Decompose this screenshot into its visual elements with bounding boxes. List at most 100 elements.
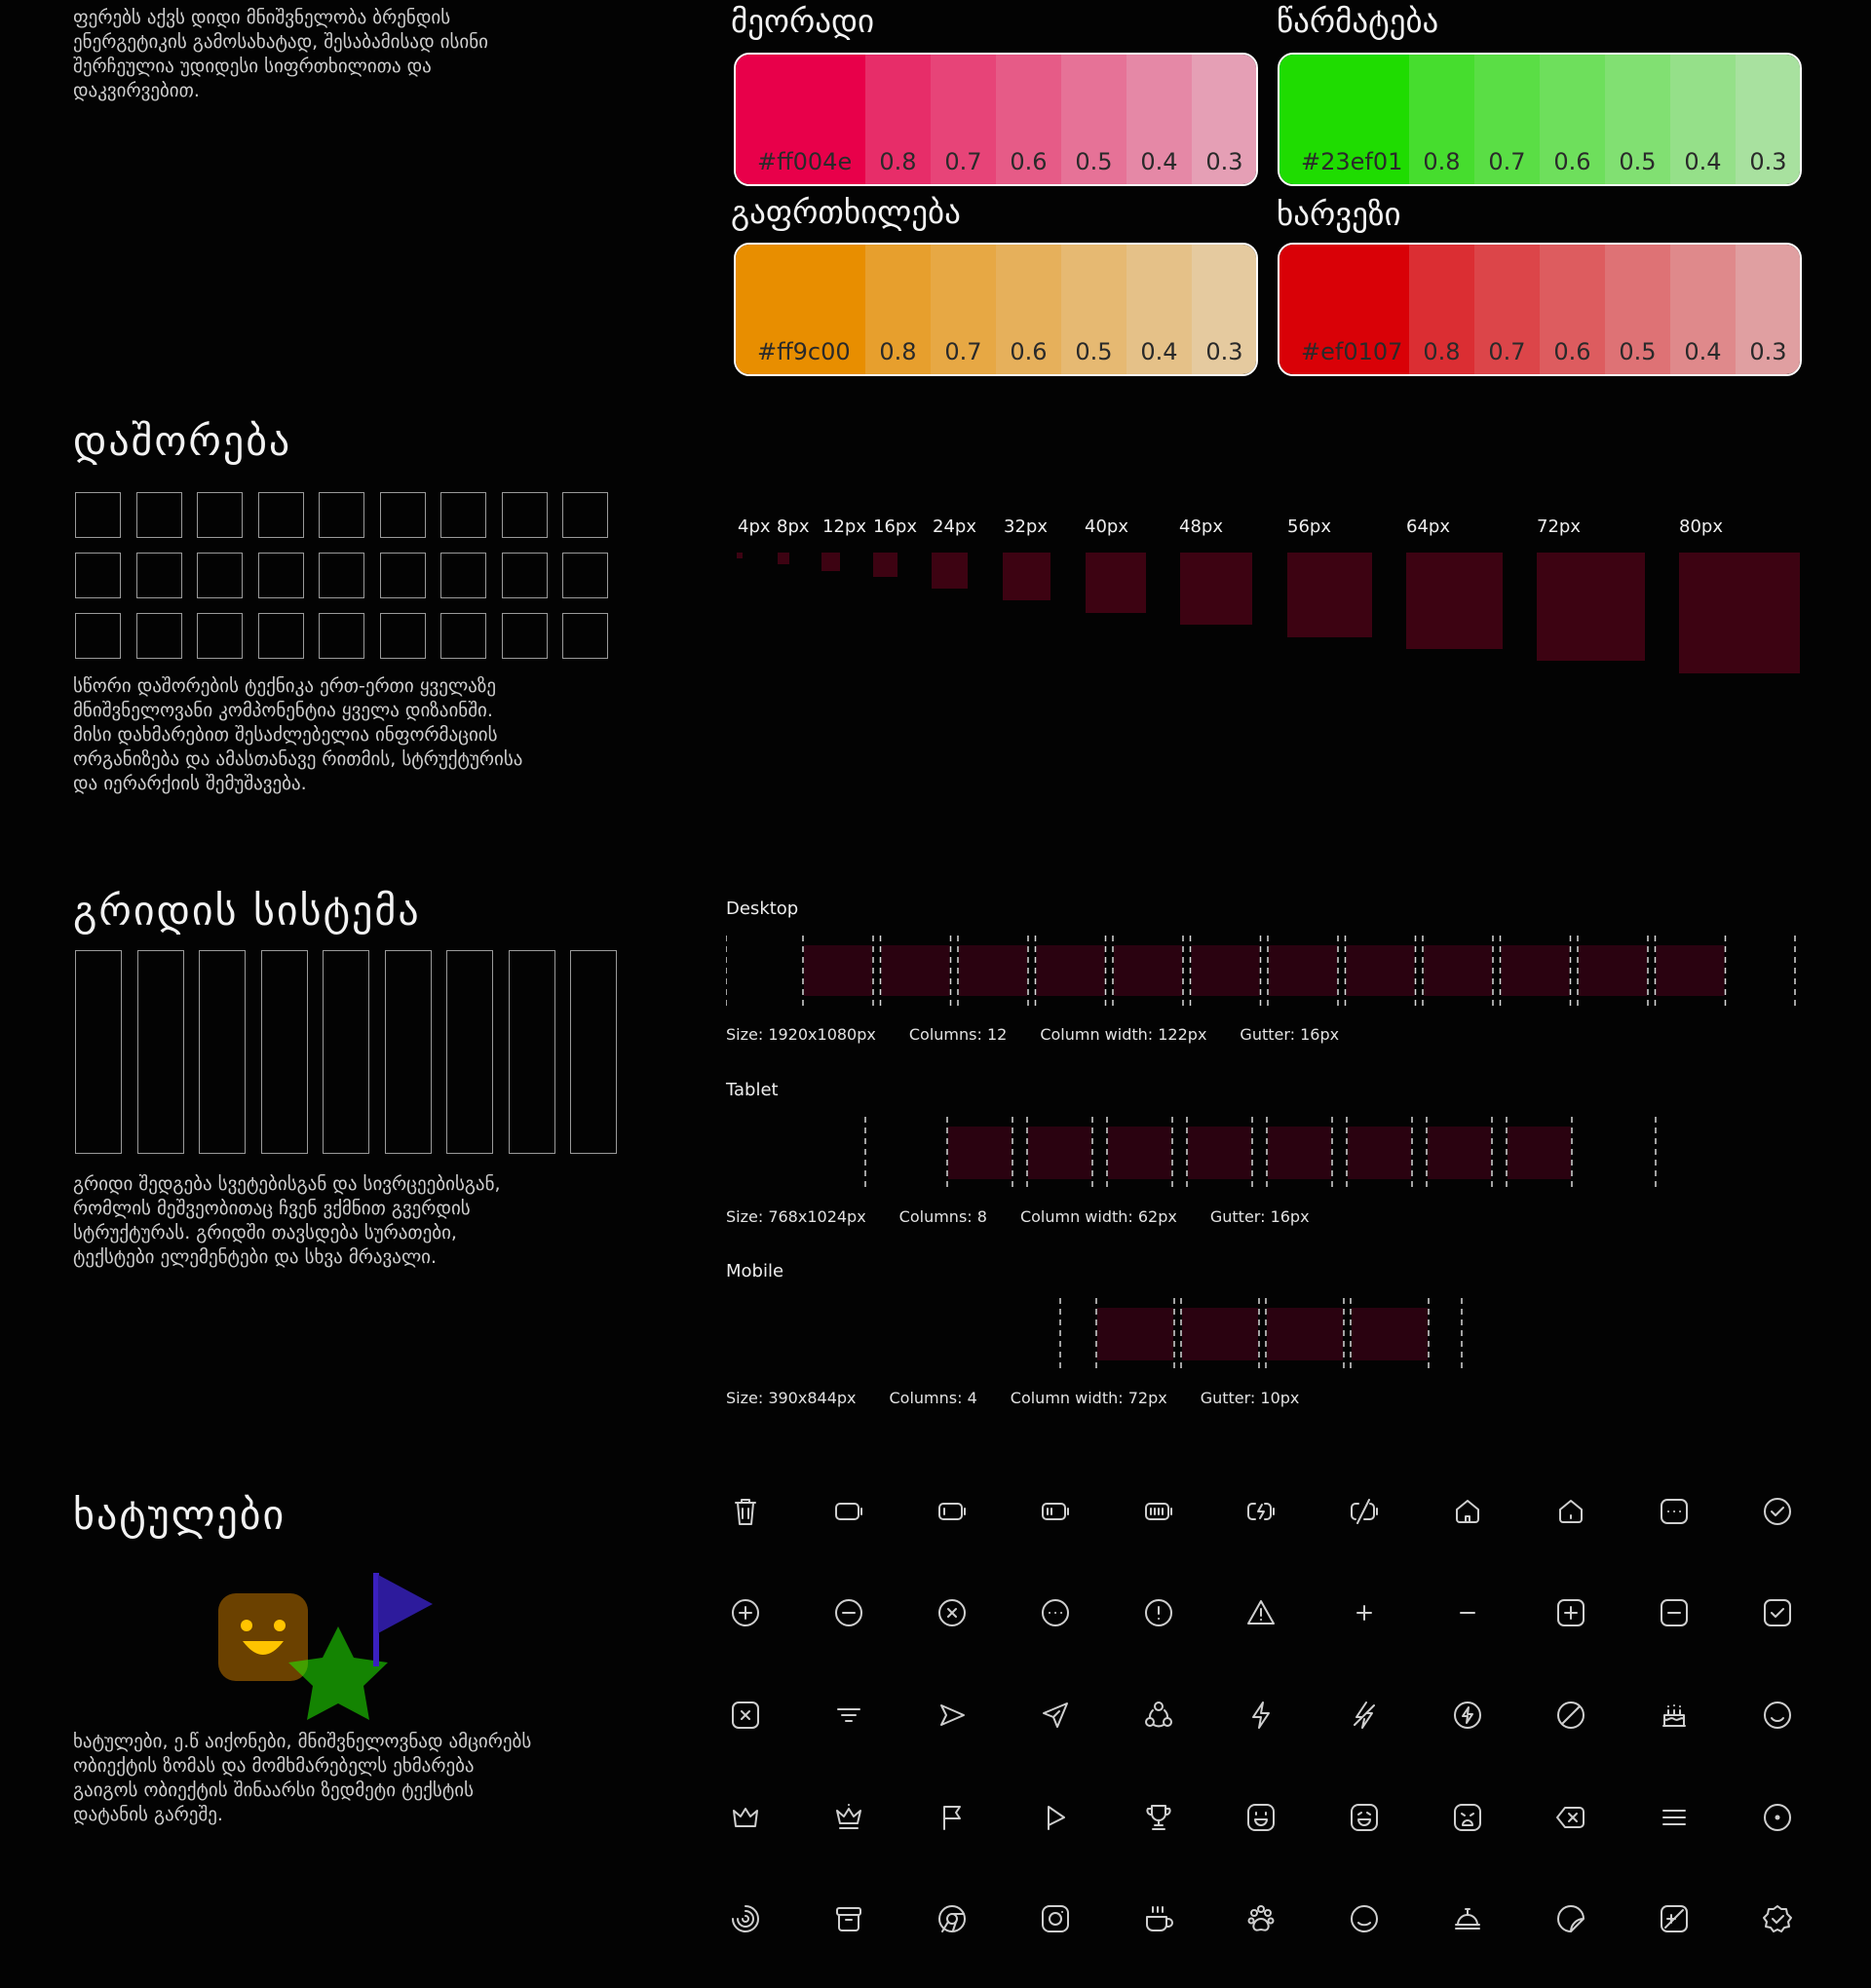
paper-plane-icon <box>1034 1694 1077 1737</box>
battery-full-icon <box>1137 1490 1180 1533</box>
grid-column-cell <box>136 950 184 1154</box>
minus-icon <box>1446 1591 1489 1634</box>
palette-title: ხარვეზი <box>1277 195 1401 233</box>
battery-medium-icon <box>1034 1490 1077 1533</box>
spacing-cell <box>562 492 608 538</box>
grid-column <box>804 945 872 996</box>
bolt-slash-icon <box>1343 1694 1386 1737</box>
grid-column-cell <box>570 950 617 1154</box>
tint-swatch: 0.8 <box>865 245 931 374</box>
swatch-opacity-label: 0.3 <box>1205 338 1243 365</box>
tint-swatch: 0.5 <box>1061 245 1126 374</box>
grid-column-cell <box>508 950 555 1154</box>
swatch-opacity-label: 0.8 <box>879 148 917 175</box>
trash-icon <box>724 1490 767 1533</box>
spacing-box <box>1180 553 1253 626</box>
device-tablet-label: Tablet <box>726 1080 779 1100</box>
desktop-gutter: Gutter: 16px <box>1240 1025 1340 1044</box>
grid-column <box>1191 945 1260 996</box>
spacing-cell <box>440 492 486 538</box>
grid-column <box>948 1127 1012 1179</box>
spacing-cell <box>197 553 243 598</box>
tint-swatch: 0.6 <box>1540 245 1605 374</box>
swatch-opacity-label: 0.7 <box>944 148 982 175</box>
tint-swatch: 0.5 <box>1061 55 1126 184</box>
swatch-opacity-label: 0.6 <box>1553 338 1591 365</box>
icons-title: ხატულები <box>73 1491 286 1539</box>
tablet-column-width: Column width: 62px <box>1019 1207 1177 1226</box>
swatch-hex-label: #ff004e <box>757 148 853 175</box>
tint-swatch: 0.7 <box>1474 55 1540 184</box>
grid-column <box>1348 1127 1411 1179</box>
desktop-grid-diagram <box>726 936 1796 1006</box>
sticker-icon <box>1549 1897 1592 1940</box>
spacing-label: 12px <box>822 516 866 537</box>
device-desktop-label: Desktop <box>726 898 799 919</box>
record-icon <box>1756 1796 1799 1839</box>
grid-column <box>959 945 1027 996</box>
happy-face-square-icon <box>1240 1796 1282 1839</box>
grid-column <box>1428 1127 1491 1179</box>
swatch-opacity-label: 0.8 <box>879 338 917 365</box>
coffee-icon <box>1137 1897 1180 1940</box>
x-square-icon <box>724 1694 767 1737</box>
main-swatch: #23ef01 <box>1279 55 1409 184</box>
grid-column-cell <box>384 950 432 1154</box>
star-icon <box>288 1626 388 1720</box>
main-swatch: #ff004e <box>736 55 865 184</box>
grid-column <box>1267 1308 1343 1360</box>
minus-circle-icon <box>827 1591 870 1634</box>
spacing-box <box>1537 553 1646 662</box>
tint-swatch: 0.3 <box>1736 55 1800 184</box>
main-swatch: #ff9c00 <box>736 245 865 374</box>
grid-title: გრიდის სისტემა <box>73 887 421 935</box>
spacing-cell <box>75 553 121 598</box>
tint-swatch: 0.3 <box>1736 245 1800 374</box>
color-palette: #ff9c00 0.8 0.7 0.6 0.5 0.4 0.3 <box>734 243 1258 376</box>
desktop-columns: Columns: 12 <box>908 1025 1008 1044</box>
swatch-opacity-label: 0.5 <box>1075 338 1113 365</box>
flag-icon <box>931 1796 974 1839</box>
circle-icon <box>1343 1897 1386 1940</box>
spacing-cell <box>501 553 548 598</box>
battery-charging-icon <box>1240 1490 1282 1533</box>
mobile-columns: Columns: 4 <box>889 1389 977 1407</box>
tint-swatch: 0.5 <box>1605 245 1670 374</box>
tint-swatch: 0.3 <box>1192 245 1256 374</box>
spacing-description: სწორი დაშორების ტექნიკა ერთ-ერთი ყველაზე… <box>73 675 523 794</box>
menu-icon <box>1653 1796 1696 1839</box>
swatch-opacity-label: 0.4 <box>1140 338 1178 365</box>
grid-column-cell <box>260 950 308 1154</box>
tint-swatch: 0.4 <box>1670 245 1736 374</box>
badge-check-icon <box>1756 1897 1799 1940</box>
grid-column <box>1182 1308 1258 1360</box>
device-mobile-label: Mobile <box>726 1261 784 1281</box>
spacing-cell <box>197 492 243 538</box>
spacing-cell <box>135 492 182 538</box>
x-circle-icon <box>931 1591 974 1634</box>
grid-column <box>1656 945 1725 996</box>
spacing-cell <box>379 492 426 538</box>
tablet-specs: Size: 768x1024px Columns: 8 Column width… <box>726 1207 1343 1226</box>
spacing-cell <box>562 613 608 659</box>
spacing-box <box>1406 553 1503 649</box>
spacing-cell <box>135 613 182 659</box>
tint-swatch: 0.6 <box>1540 55 1605 184</box>
paw-icon <box>1240 1897 1282 1940</box>
swatch-hex-label: #ef0107 <box>1301 338 1403 365</box>
tint-swatch: 0.4 <box>1126 55 1192 184</box>
grid-column-cell <box>199 950 246 1154</box>
mobile-column-width: Column width: 72px <box>1010 1389 1167 1407</box>
swatch-opacity-label: 0.3 <box>1749 338 1787 365</box>
grid-description: გრიდი შედგება სვეტებისგან და სივრცეებისგ… <box>73 1173 501 1268</box>
emoji-box-icon <box>218 1593 308 1681</box>
swatch-opacity-label: 0.5 <box>1619 338 1657 365</box>
dots-circle-icon <box>1034 1591 1077 1634</box>
battery-empty-icon <box>827 1490 870 1533</box>
swatch-opacity-label: 0.6 <box>1010 338 1048 365</box>
home-icon <box>1446 1490 1489 1533</box>
grid-column <box>1108 1127 1171 1179</box>
spacing-cell <box>319 613 364 659</box>
grid-column-cell <box>323 950 369 1154</box>
tint-swatch: 0.6 <box>996 245 1061 374</box>
